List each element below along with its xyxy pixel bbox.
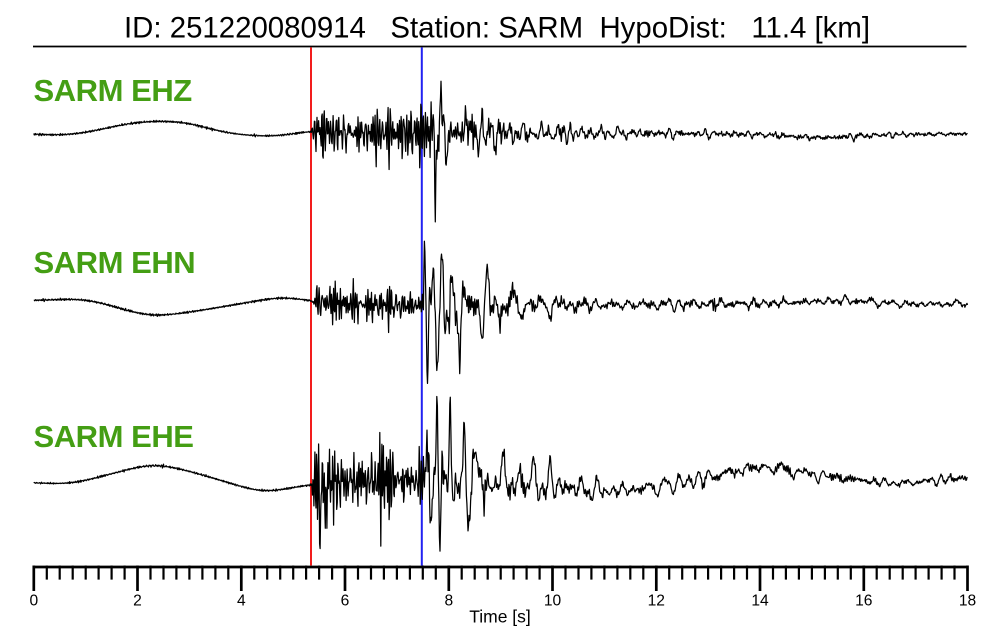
svg-text:SARM EHN: SARM EHN xyxy=(34,245,196,280)
svg-text:0: 0 xyxy=(29,593,38,610)
svg-text:SARM EHE: SARM EHE xyxy=(34,419,194,454)
svg-text:18: 18 xyxy=(959,593,976,610)
svg-text:ID: 251220080914 Station: SA: ID: 251220080914 Station: SARM HypoDist:… xyxy=(124,12,870,45)
svg-text:Time [s]: Time [s] xyxy=(469,607,531,627)
svg-text:14: 14 xyxy=(751,593,769,610)
svg-text:SARM EHZ: SARM EHZ xyxy=(34,73,193,108)
svg-text:6: 6 xyxy=(341,593,350,610)
svg-text:8: 8 xyxy=(444,593,453,610)
svg-text:16: 16 xyxy=(855,593,872,610)
svg-text:2: 2 xyxy=(133,593,142,610)
svg-text:4: 4 xyxy=(237,593,246,610)
svg-text:10: 10 xyxy=(544,593,562,610)
svg-text:12: 12 xyxy=(648,593,665,610)
